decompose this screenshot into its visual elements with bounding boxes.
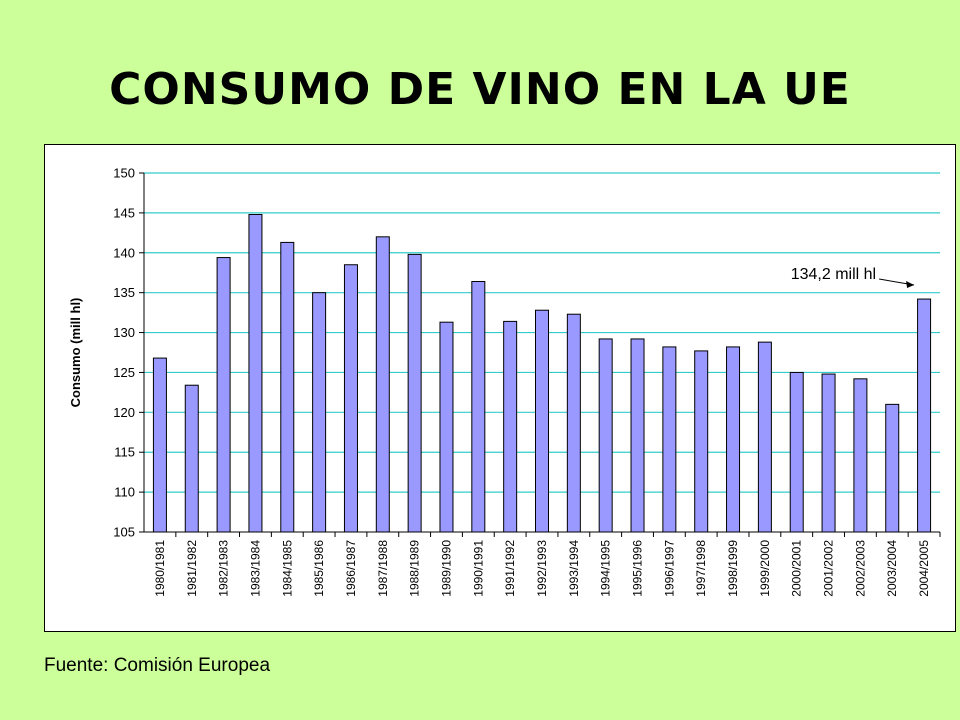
x-tick-label: 1993/1994	[567, 540, 581, 597]
bar	[375, 236, 390, 533]
bar	[853, 378, 868, 533]
y-tick-label: 115	[114, 445, 135, 460]
x-tick-label: 1990/1991	[471, 540, 485, 597]
x-tick-label: 2004/2005	[917, 540, 931, 597]
bar	[503, 320, 518, 533]
bar	[694, 350, 709, 533]
x-tick-label: 2002/2003	[853, 540, 867, 597]
y-tick-label: 105	[113, 525, 135, 540]
annotation-label: 134,2 mill hl	[791, 266, 876, 283]
x-tick-label: 1981/1982	[185, 540, 199, 597]
x-tick-label: 1983/1984	[248, 540, 262, 597]
x-tick-label: 1985/1986	[312, 540, 326, 597]
y-tick-label: 130	[113, 325, 135, 340]
bar	[757, 341, 772, 533]
bar	[280, 241, 295, 533]
page-title: CONSUMO DE VINO EN LA UE	[109, 64, 851, 115]
y-tick-label: 135	[113, 285, 135, 300]
x-tick-label: 1994/1995	[599, 540, 613, 597]
bar	[407, 253, 422, 533]
bar	[439, 321, 454, 533]
x-tick-label: 1982/1983	[217, 540, 231, 597]
bar	[630, 338, 645, 533]
x-tick-label: 1998/1999	[726, 540, 740, 597]
bar	[566, 313, 581, 533]
bar	[152, 357, 167, 533]
bar	[917, 298, 932, 533]
bar	[662, 346, 677, 533]
x-tick-label: 1984/1985	[280, 540, 294, 597]
x-tick-label: 2003/2004	[885, 540, 899, 597]
x-tick-label: 2001/2002	[822, 540, 836, 597]
bar	[343, 264, 358, 533]
x-tick-label: 1999/2000	[758, 540, 772, 597]
y-axis-label: Consumo (mill hl)	[68, 298, 83, 408]
y-tick-label: 110	[114, 485, 135, 500]
x-tick-label: 2000/2001	[790, 540, 804, 597]
bar	[789, 371, 804, 533]
source-note: Fuente: Comisión Europea	[44, 655, 271, 676]
chart-container: 105 110 115 120 125 130 135 140 145 150 Consumo (m…	[44, 144, 956, 632]
bar	[312, 292, 327, 533]
annotation-arrow-head	[906, 281, 915, 289]
x-tick-label: 1989/1990	[439, 540, 453, 597]
bar	[535, 309, 549, 533]
bar	[184, 384, 199, 533]
bar	[726, 346, 741, 533]
x-tick-label: 1991/1992	[503, 540, 517, 597]
x-tick-label: 1995/1996	[631, 540, 645, 597]
x-tick-label: 1987/1988	[376, 540, 390, 597]
bar	[471, 280, 486, 533]
y-tick-label: 145	[113, 205, 135, 220]
y-tick-label: 120	[113, 405, 135, 420]
y-tick-label: 125	[113, 365, 135, 380]
x-tick-label: 1997/1998	[694, 540, 708, 597]
y-tick-label: 150	[113, 166, 135, 181]
bar-chart: 105 110 115 120 125 130 135 140 145 150 Consumo (m…	[68, 166, 941, 597]
x-tick-label: 1992/1993	[535, 540, 549, 597]
y-tick-label: 140	[113, 245, 135, 260]
bar	[598, 338, 613, 533]
bar	[248, 213, 263, 533]
x-tick-label: 1988/1989	[408, 540, 422, 597]
x-tick-label: 1986/1987	[344, 540, 358, 597]
bar	[821, 373, 836, 533]
x-tick-label: 1980/1981	[153, 540, 167, 597]
bar	[216, 257, 231, 533]
bar	[885, 403, 900, 533]
x-tick-label: 1996/1997	[662, 540, 676, 597]
